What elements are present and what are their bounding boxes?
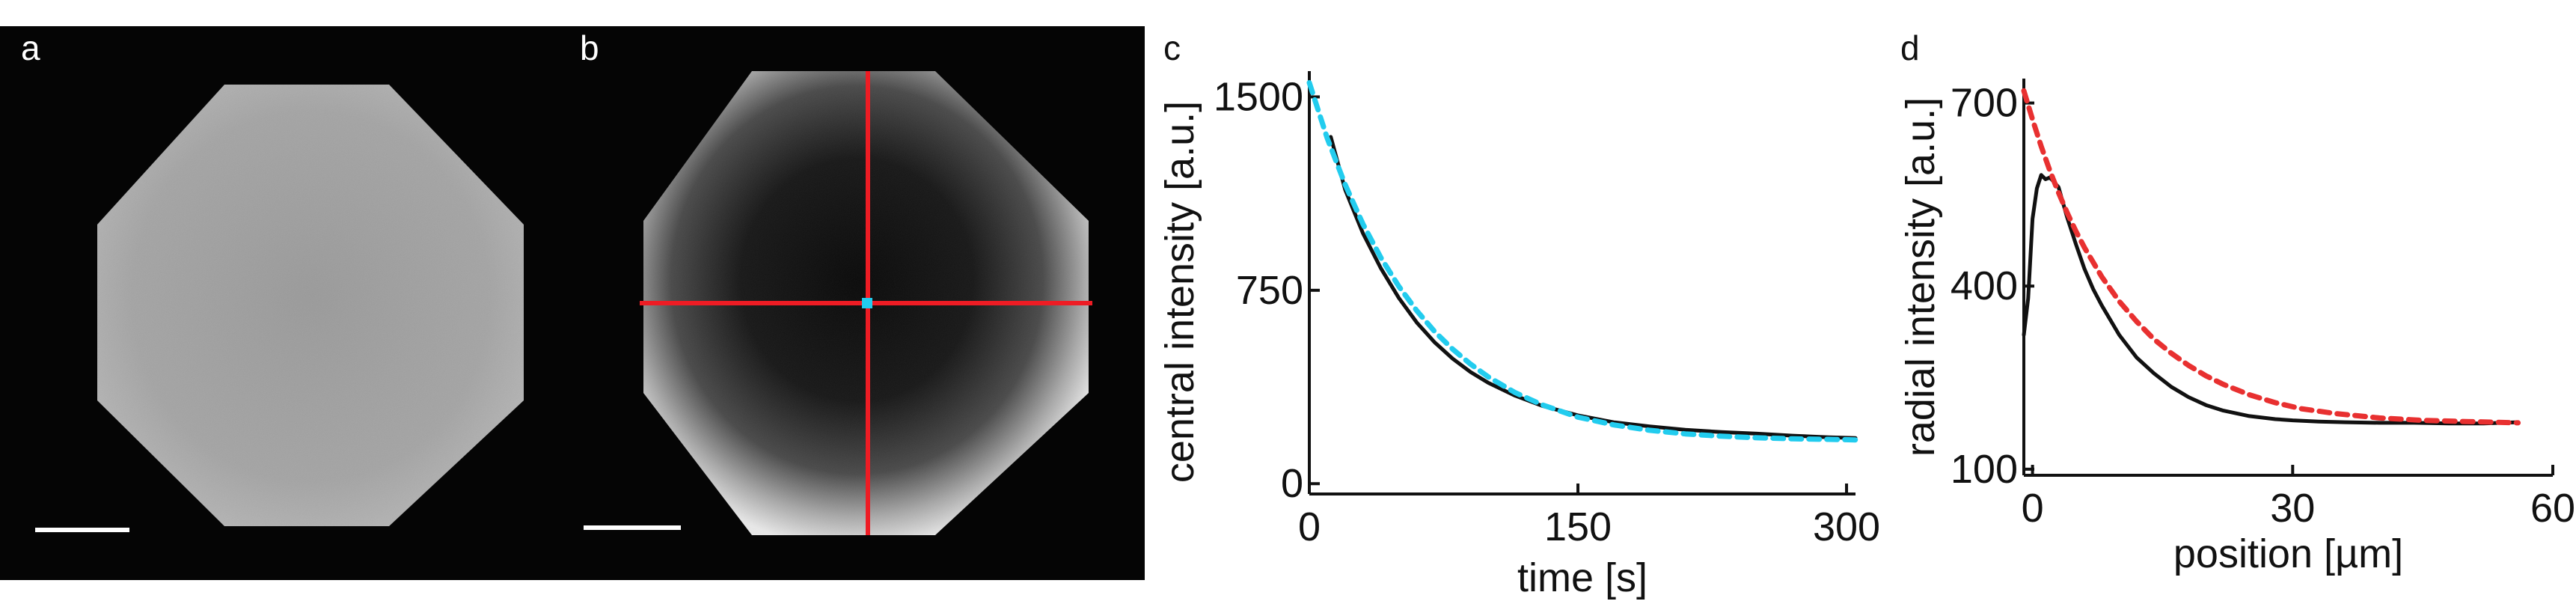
- panel-c-y-axis-label: central intensity [a.u.]: [1157, 101, 1202, 483]
- panel-d-x-tick-label: 30: [2270, 486, 2315, 531]
- panel-b-micrograph: b: [576, 26, 1145, 580]
- panel-a-grain: [97, 85, 524, 526]
- panel-c-x-tick-label: 300: [1813, 504, 1880, 549]
- panel-d-plot-area: 0 30 60 100 400 700 position [µm] radial intens…: [1898, 79, 2575, 576]
- panel-d-y-axis-label: radial intensity [a.u.]: [1898, 97, 1943, 457]
- panel-a-micrograph: a: [0, 26, 580, 580]
- panel-d-series-measured-line: [2022, 173, 2521, 426]
- panel-c-chart: c 0 150 300 0 750 1500 time [s] central intensi…: [1157, 28, 1880, 600]
- panel-c-x-axis-label: time [s]: [1517, 555, 1648, 600]
- panel-a-letter: a: [21, 28, 40, 67]
- panel-b-letter: b: [580, 28, 599, 67]
- panel-d-letter: d: [1900, 28, 1920, 67]
- panel-c-x-tick-label: 150: [1544, 504, 1612, 549]
- panel-d-y-tick-label: 100: [1951, 447, 2018, 492]
- panel-c-letter: c: [1163, 28, 1181, 67]
- panel-c-series-measured-line: [1329, 135, 1858, 440]
- panel-d-x-tick-label: 60: [2530, 486, 2575, 531]
- panel-d-x-axis-label: position [µm]: [2173, 531, 2403, 576]
- panel-c-y-tick-label: 0: [1281, 461, 1303, 506]
- panel-c-series-fit-line: [1306, 80, 1858, 443]
- panel-c-y-tick-label: 750: [1236, 268, 1303, 313]
- panel-d-x-tick-label: 0: [2022, 486, 2044, 531]
- panel-c-x-tick-label: 0: [1298, 504, 1321, 549]
- panel-d-chart: d 0 30 60 100 400 700 position [µm] radial inte…: [1898, 28, 2575, 576]
- panel-d-y-tick-label: 700: [1951, 81, 2018, 126]
- panel-c-y-tick-label: 1500: [1214, 74, 1303, 119]
- panel-c-plot-area: 0 150 300 0 750 1500 time [s] central intensity…: [1157, 71, 1880, 600]
- panel-d-series-fit-line: [2021, 88, 2521, 426]
- panel-b-center-marker: [862, 298, 872, 308]
- panel-d-y-tick-label: 400: [1951, 263, 2018, 308]
